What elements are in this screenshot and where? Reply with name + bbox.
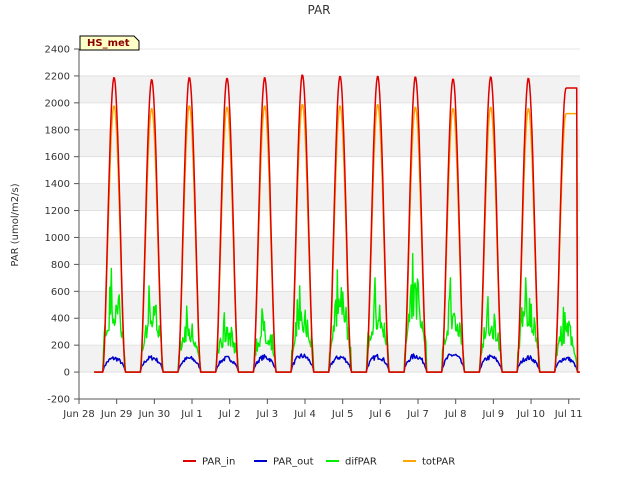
y-tick-label: 1000: [45, 233, 70, 244]
x-tick-label: Jul 1: [180, 409, 203, 420]
series-par_in-line: [94, 74, 580, 373]
x-tick-label: Jul 4: [293, 409, 316, 420]
y-tick-label: 1800: [45, 125, 70, 136]
y-tick-label: 1400: [45, 179, 70, 190]
x-tick-label: Jun 30: [138, 409, 171, 420]
y-tick-label: 600: [51, 287, 70, 298]
y-tick-label: 400: [51, 314, 70, 325]
grid-band: [79, 75, 580, 103]
y-tick-label: 2400: [45, 45, 70, 56]
x-tick-label: Jul 7: [406, 409, 429, 420]
x-tick-label: Jul 3: [256, 409, 279, 420]
legend: PAR_in PAR_out difPAR totPAR: [183, 457, 455, 468]
legend-label-par_in: PAR_in: [202, 457, 235, 468]
y-tick-label: 800: [51, 260, 70, 271]
axes: -200 0 200 400 600 800 1000 1200 1400 1600 1800 200…: [45, 45, 583, 421]
y-tick-label: 1600: [45, 152, 70, 163]
grid-band: [79, 291, 580, 319]
legend-label-totpar: totPAR: [422, 457, 455, 468]
x-tick-label: Jun 29: [100, 409, 133, 420]
y-tick-label: 1200: [45, 206, 70, 217]
grid-band: [79, 237, 580, 265]
x-tick-label: Jun 28: [62, 409, 95, 420]
x-tick-label: Jul 5: [331, 409, 354, 420]
legend-label-difpar: difPAR: [345, 457, 377, 468]
station-label: HS_met: [87, 38, 130, 49]
x-tick-label: Jul 9: [482, 409, 505, 420]
grid-band: [79, 183, 580, 211]
y-tick-label: 2000: [45, 98, 70, 109]
legend-label-par_out: PAR_out: [273, 457, 314, 468]
x-tick-label: Jul 6: [369, 409, 392, 420]
x-tick-label: Jul 11: [554, 409, 583, 420]
y-tick-label: -200: [47, 395, 70, 406]
chart-title: PAR: [307, 3, 330, 17]
y-axis-title: PAR (umol/m2/s): [10, 183, 21, 266]
y-tick-label: 2200: [45, 71, 70, 82]
grid-band: [79, 129, 580, 157]
series-layer: [94, 74, 580, 373]
x-tick-label: Jul 8: [444, 409, 467, 420]
x-tick-label: Jul 10: [516, 409, 545, 420]
x-tick-label: Jul 2: [218, 409, 241, 420]
station-label-box: HS_met: [79, 35, 140, 51]
y-tick-label: 0: [64, 368, 70, 379]
y-tick-label: 200: [51, 341, 70, 352]
station-label-background: [79, 35, 140, 51]
